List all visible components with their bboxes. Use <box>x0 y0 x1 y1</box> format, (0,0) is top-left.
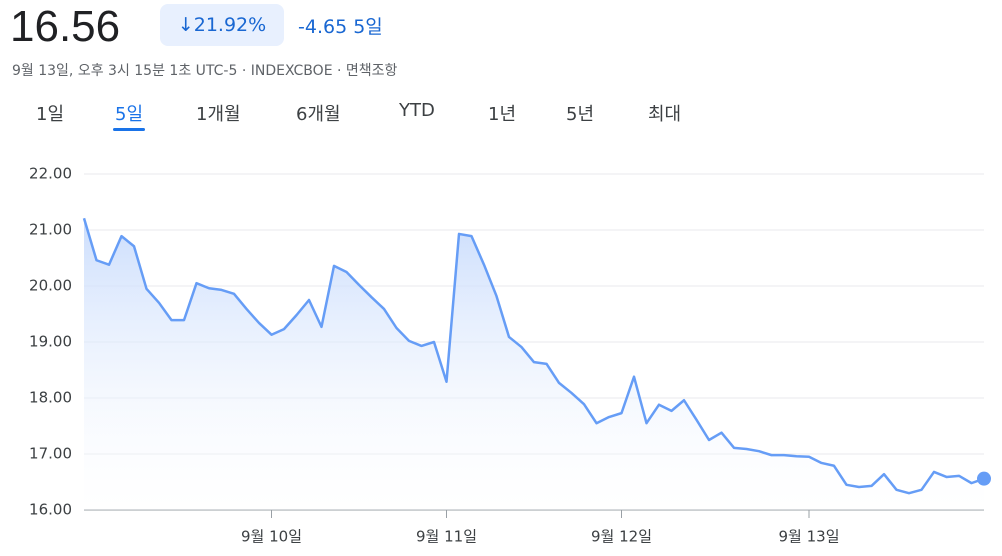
area <box>84 218 984 511</box>
range-tab[interactable]: 6개월 <box>296 104 341 125</box>
x-tick-label: 9월 12일 <box>591 528 652 546</box>
disclaimer-link[interactable]: 면책조항 <box>345 63 398 79</box>
change-pct: 21.92% <box>193 14 267 36</box>
y-tick-label: 18.00 <box>29 389 72 407</box>
price: 16.56 <box>10 2 121 51</box>
y-tick-label: 16.00 <box>29 501 72 519</box>
y-tick-label: 22.00 <box>29 165 72 183</box>
range-tab[interactable]: YTD <box>399 100 435 121</box>
change-value: -4.65 <box>298 16 348 38</box>
y-tick-label: 21.00 <box>29 221 72 239</box>
y-tick-label: 20.00 <box>29 277 72 295</box>
change-pct-badge: ↓21.92% <box>160 4 284 46</box>
range-tab[interactable]: 최대 <box>648 104 682 125</box>
price-line <box>82 217 985 495</box>
range-tab[interactable]: 5일 <box>112 100 146 131</box>
exchange: INDEXCBOE <box>250 63 333 79</box>
range-tab[interactable]: 1개월 <box>196 104 241 125</box>
last-point <box>977 471 991 486</box>
range-tab[interactable]: 1일 <box>36 104 65 125</box>
y-tick-label: 17.00 <box>29 445 72 463</box>
range-tab[interactable]: 5년 <box>566 104 595 125</box>
range-tab[interactable]: 1년 <box>488 104 517 125</box>
timestamp: 9월 13일, 오후 3시 15분 1초 UTC-5 <box>12 63 238 79</box>
period: 5일 <box>353 16 383 38</box>
x-tick-label: 9월 10일 <box>241 528 302 546</box>
change: -4.65 5일 <box>298 12 383 39</box>
y-tick-label: 19.00 <box>29 333 72 351</box>
x-tick-label: 9월 13일 <box>779 528 840 546</box>
x-tick-label: 9월 11일 <box>416 528 477 546</box>
meta: 9월 13일, 오후 3시 15분 1초 UTC-5 · INDEXCBOE ·… <box>12 63 398 79</box>
